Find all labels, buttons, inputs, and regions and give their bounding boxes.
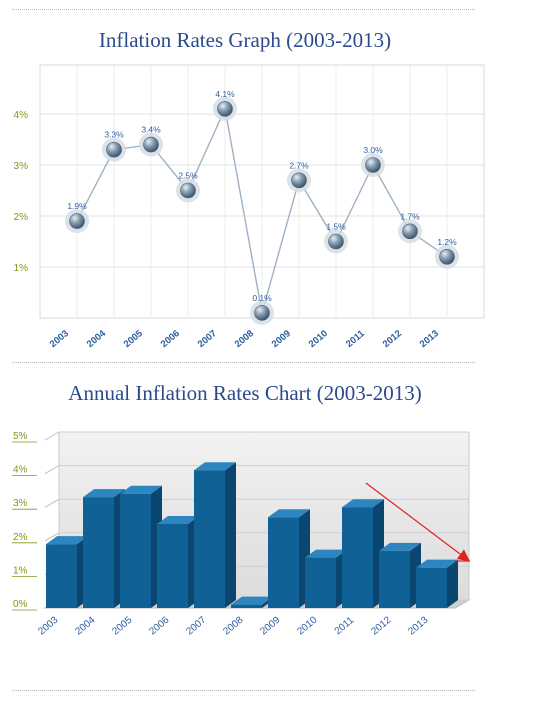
bar-top — [305, 549, 347, 558]
bar — [157, 524, 188, 608]
line-chart-y-tick-label: 1% — [14, 263, 29, 274]
line-chart-point — [291, 172, 307, 189]
bar-chart-x-tick-label: 2012 — [369, 614, 393, 637]
line-chart-point — [143, 136, 159, 153]
bar-chart-y-tick-label: 3% — [13, 498, 28, 509]
line-chart-point — [402, 223, 418, 240]
line-chart-data-label: 1.5% — [326, 222, 346, 232]
line-chart: 1%2%3%4%1.9%20033.3%20043.4%20052.5%2006… — [14, 64, 485, 350]
line-chart-data-label: 4.1% — [215, 89, 235, 99]
bar-top — [342, 499, 384, 508]
middle-divider — [12, 362, 475, 363]
bar-top — [157, 516, 199, 524]
bar — [268, 517, 299, 608]
line-chart-data-label: 0.1% — [252, 293, 272, 303]
bar-chart-gridline-side — [44, 498, 60, 508]
bar-chart-gridline-side — [44, 465, 60, 475]
line-chart-point — [439, 248, 455, 265]
bar — [416, 567, 447, 608]
bar-side — [447, 559, 458, 608]
bar — [83, 497, 114, 608]
bar-top — [416, 559, 458, 568]
bar-chart-x-tick-label: 2010 — [295, 614, 319, 637]
bar-chart-x-tick-label: 2003 — [36, 614, 60, 637]
bar-chart-y-tick-label: 5% — [13, 431, 28, 442]
bar-chart-x-tick-label: 2006 — [147, 614, 171, 637]
bar-chart-x-tick-label: 2013 — [406, 614, 430, 637]
line-chart-data-label: 1.2% — [437, 237, 457, 247]
bar-top — [194, 462, 236, 471]
bar-chart-y-tick-label: 1% — [13, 565, 28, 576]
bar — [231, 604, 262, 608]
bar — [120, 493, 151, 608]
bar-top — [46, 536, 88, 545]
line-chart-point — [217, 101, 233, 117]
line-chart-data-label: 2.5% — [178, 171, 198, 181]
bar-chart-x-tick-label: 2007 — [184, 614, 208, 637]
line-chart-y-tick-label: 4% — [14, 110, 29, 121]
bar-top — [231, 596, 273, 605]
bar-chart-gridline-side — [44, 431, 60, 441]
bar — [342, 507, 373, 608]
line-chart-data-label: 1.9% — [67, 201, 87, 211]
bar — [194, 470, 225, 608]
bar-chart-y-tick-label: 4% — [13, 465, 28, 476]
line-chart-data-label: 3.0% — [363, 145, 383, 155]
bar — [379, 550, 410, 608]
bar-chart-y-tick-label: 2% — [13, 532, 28, 543]
line-chart-point — [365, 157, 381, 173]
line-chart-data-label: 2.7% — [289, 160, 309, 170]
bar — [46, 544, 77, 608]
bar-top — [379, 542, 421, 551]
line-chart-data-label: 3.4% — [141, 125, 161, 135]
bar-side — [225, 462, 236, 608]
line-chart-y-tick-label: 2% — [14, 212, 29, 223]
bar-chart-x-tick-label: 2009 — [258, 614, 282, 637]
trend-arrow — [365, 482, 470, 562]
bar-chart-gridline-side — [44, 532, 60, 542]
bar-top — [120, 485, 162, 494]
top-divider — [12, 9, 475, 10]
line-chart-point — [69, 213, 85, 229]
line-chart-title: Inflation Rates Graph (2003-2013) — [98, 28, 392, 52]
bar — [305, 557, 336, 608]
line-chart-point — [106, 141, 122, 158]
bar-chart-x-tick-label: 2004 — [73, 614, 97, 637]
line-chart-y-tick-label: 3% — [14, 161, 29, 172]
bar-chart-x-tick-label: 2011 — [333, 615, 357, 638]
line-chart-point — [328, 233, 344, 250]
bar-top — [83, 489, 125, 498]
bottom-divider — [12, 690, 475, 691]
line-chart-data-label: 1.7% — [400, 211, 420, 221]
line-chart-point — [180, 182, 196, 199]
bar-chart-title: Annual Inflation Rates Chart (2003-2013) — [68, 381, 422, 405]
bar-chart-y-tick-label: 0% — [13, 599, 28, 610]
bar-top — [268, 509, 310, 518]
bar-chart-x-tick-label: 2005 — [110, 614, 134, 637]
line-chart-data-label: 3.3% — [104, 130, 124, 140]
line-chart-point — [254, 305, 270, 321]
bar-chart-x-tick-label: 2008 — [221, 614, 245, 637]
